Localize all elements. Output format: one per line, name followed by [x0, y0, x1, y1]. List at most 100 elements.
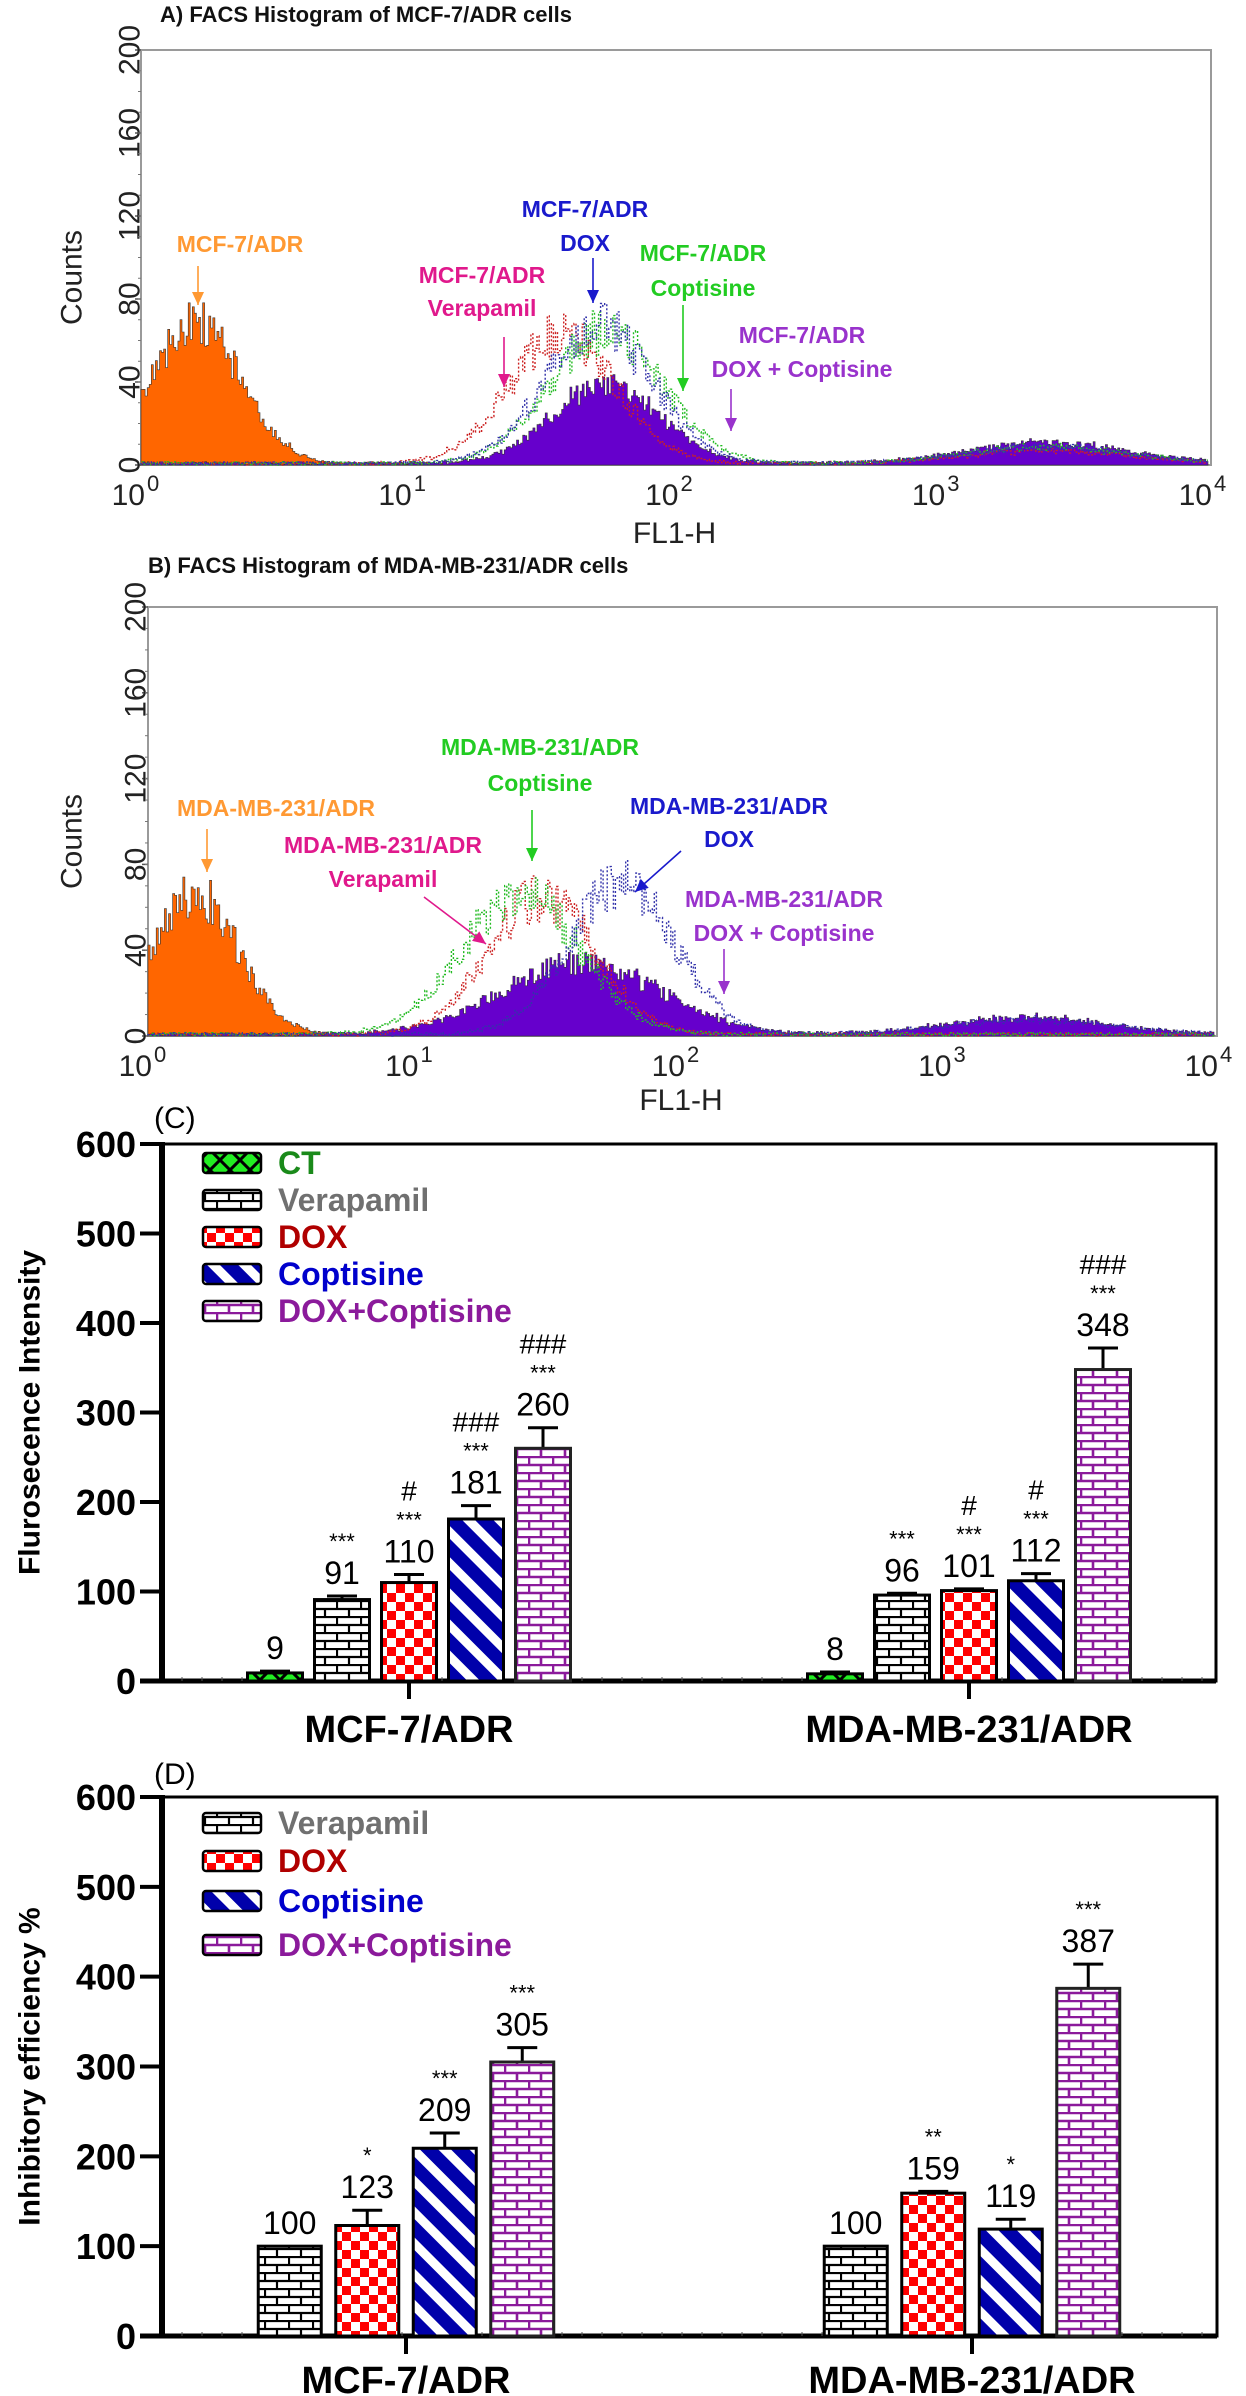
bar-dox-0: 123* [334, 2143, 401, 2338]
x-axis-label: FL1-H [639, 1084, 722, 1117]
y-tick-label: 500 [76, 1867, 136, 1908]
annotation-text: MCF-7/ADR [177, 231, 304, 257]
panel-label: (C) [154, 1102, 196, 1135]
x-tick-exponent: 1 [421, 1042, 433, 1067]
annotation-text: Coptisine [651, 275, 756, 301]
annotation-text: MDA-MB-231/ADR [284, 832, 482, 858]
histogram-panel-a: A) FACS Histogram of MCF-7/ADR cells0408… [56, 2, 1227, 550]
plot-frame [147, 606, 1218, 1037]
y-axis-label: Counts [56, 794, 89, 889]
significance-stars: *** [889, 1526, 915, 1551]
legend-label: Coptisine [278, 1883, 424, 1919]
x-tick-base: 10 [645, 479, 678, 512]
x-tick-base: 10 [385, 1050, 418, 1083]
x-tick-base: 10 [378, 479, 411, 512]
bar [940, 1589, 998, 1683]
panel-label: (D) [154, 1758, 196, 1791]
x-tick-base: 10 [918, 1050, 951, 1083]
bar [1007, 1579, 1065, 1683]
value-label: 91 [324, 1555, 360, 1591]
histogram-panel-b: B) FACS Histogram of MDA-MB-231/ADR cell… [56, 553, 1233, 1117]
bar-coptisine-1: 112***# [1007, 1475, 1065, 1683]
x-tick-exponent: 3 [954, 1042, 966, 1067]
significance-hashes: # [961, 1490, 977, 1521]
y-tick-label: 100 [76, 2226, 136, 2267]
arrow-head-icon [725, 418, 737, 431]
figure-content: A) FACS Histogram of MCF-7/ADR cells 0 4 0 8… [14, 2, 1233, 2396]
histogram-series-4 [140, 302, 1208, 466]
value-label: 100 [263, 2205, 316, 2241]
y-tick-label: 400 [76, 1303, 136, 1344]
bar-dox-0: 110***# [380, 1475, 438, 1683]
value-label: 348 [1076, 1307, 1129, 1343]
annotation-text: MDA-MB-231/ADR [685, 886, 883, 912]
category-label: MCF-7/ADR [302, 2360, 511, 2396]
annotation-0: MDA-MB-231/ADR [177, 795, 375, 872]
bar [447, 1517, 505, 1683]
bar [873, 1593, 931, 1683]
y-tick-label: 200 [76, 1482, 136, 1523]
value-label: 181 [449, 1465, 502, 1501]
arrow-head-icon [192, 292, 204, 305]
bar-ct-1: 8 [806, 1631, 864, 1683]
legend-label: DOX+Coptisine [278, 1927, 512, 1963]
value-label: 119 [985, 2178, 1036, 2214]
y-tick-label: 600 [76, 1124, 136, 1165]
annotation-text: DOX [560, 230, 611, 256]
histogram-series-4 [147, 860, 1214, 1037]
bar-chart-panel-d: (D) 0 100 200 300 400 500 600 Inhibitory efficie… [14, 1758, 1219, 2396]
value-label: 100 [829, 2205, 882, 2241]
bar-chart-panel-c: (C) 0 100 200 300 400 500 600 Flurosecence Inten… [14, 1102, 1218, 1751]
x-tick-exponent: 0 [147, 471, 159, 496]
bar-coptisine-1: 119* [977, 2152, 1044, 2338]
value-label: 305 [496, 2007, 549, 2043]
legend-label: Verapamil [278, 1182, 429, 1218]
x-tick-base: 10 [912, 479, 945, 512]
bar [313, 1598, 371, 1683]
significance-hashes: ### [453, 1407, 500, 1438]
annotation-text: Coptisine [488, 770, 593, 796]
legend-swatch [201, 1188, 263, 1212]
legend-swatch [201, 1849, 263, 1873]
bar-verapamil-1: 100 [822, 2205, 889, 2338]
annotation-text: MCF-7/ADR [522, 196, 649, 222]
y-axis-label: Counts [56, 230, 89, 325]
annotation-text: DOX [704, 826, 755, 852]
significance-stars: * [363, 2143, 372, 2168]
annotation-text: Verapamil [329, 866, 438, 892]
bar [806, 1672, 864, 1683]
legend-label: DOX+Coptisine [278, 1293, 512, 1329]
x-tick-exponent: 4 [1220, 1042, 1232, 1067]
x-tick-exponent: 4 [1214, 471, 1226, 496]
annotation-0: MCF-7/ADR [177, 231, 304, 305]
bar-dox-coptisine-0: 260***### [514, 1329, 572, 1683]
annotation-text: DOX + Coptisine [712, 356, 893, 382]
annotation-text: MDA-MB-231/ADR [177, 795, 375, 821]
arrow-head-icon [472, 931, 486, 944]
annotation-text: MDA-MB-231/ADR [441, 734, 639, 760]
y-tick-label: 300 [76, 2047, 136, 2088]
arrow-head-icon [526, 848, 538, 861]
panel-title: A) FACS Histogram of MCF-7/ADR cells [160, 2, 572, 27]
annotation-text: DOX + Coptisine [694, 920, 875, 946]
x-tick-exponent: 2 [687, 1042, 699, 1067]
significance-stars: *** [329, 1529, 355, 1554]
legend-label: DOX [278, 1219, 348, 1255]
bar [256, 2244, 323, 2338]
significance-stars: *** [1090, 1281, 1116, 1306]
arrow-head-icon [677, 378, 689, 391]
value-label: 387 [1062, 1923, 1115, 1959]
significance-hashes: ### [520, 1329, 567, 1360]
bar-ct-0: 9 [246, 1630, 304, 1683]
bar-coptisine-0: 209*** [411, 2066, 478, 2338]
annotation-3: MDA-MB-231/ADR DOX [630, 793, 828, 893]
x-tick-exponent: 0 [154, 1042, 166, 1067]
legend-swatch [201, 1811, 263, 1835]
y-tick-label: 0 [116, 2316, 136, 2357]
x-tick-base: 10 [1179, 479, 1212, 512]
bar-dox-1: 101***# [940, 1490, 998, 1683]
annotation-1: MDA-MB-231/ADR Verapamil [284, 832, 487, 945]
significance-stars: *** [1075, 1897, 1101, 1922]
